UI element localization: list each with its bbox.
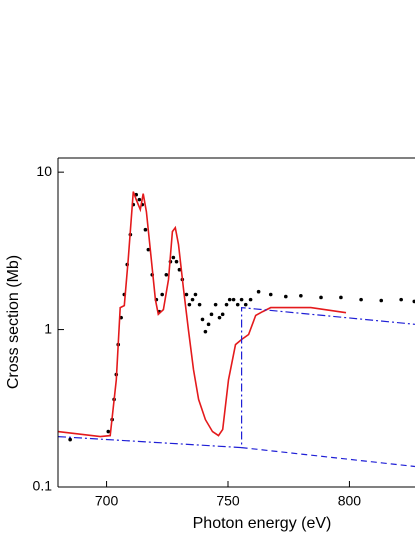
data-point	[256, 289, 261, 294]
plot-area	[58, 191, 415, 468]
data-point	[206, 322, 211, 327]
data-point	[235, 302, 240, 307]
data-point	[143, 227, 148, 232]
y-axis-label: Cross section (Mb)	[5, 255, 22, 389]
data-point	[284, 294, 288, 299]
data-point	[203, 329, 208, 334]
data-point	[164, 272, 169, 277]
data-point	[184, 292, 189, 297]
data-point	[137, 197, 142, 202]
data-point	[399, 297, 403, 302]
data-point	[171, 255, 176, 260]
data-point	[231, 297, 236, 302]
series-line	[58, 191, 347, 438]
data-point	[160, 292, 164, 297]
y-tick-label: 0.1	[33, 478, 53, 494]
series-line	[241, 447, 415, 468]
data-point	[359, 297, 363, 302]
data-point	[193, 292, 198, 297]
data-point	[379, 298, 384, 303]
data-point	[200, 317, 205, 322]
x-tick-label: 750	[216, 493, 240, 509]
data-point	[412, 299, 415, 304]
x-axis-label: Photon energy (eV)	[193, 515, 332, 532]
x-tick-label: 800	[338, 493, 362, 509]
data-point	[220, 312, 225, 317]
data-point	[187, 302, 192, 307]
data-point	[197, 302, 202, 307]
x-tick-label: 700	[95, 493, 119, 509]
y-tick-label: 10	[36, 163, 52, 179]
data-point	[268, 292, 273, 297]
data-point	[319, 295, 323, 300]
data-point	[213, 302, 218, 307]
data-point	[217, 315, 222, 320]
series-line	[58, 306, 415, 449]
data-point	[146, 247, 151, 252]
data-point	[106, 429, 111, 434]
data-point	[174, 259, 179, 264]
data-point	[224, 302, 229, 307]
data-point	[68, 437, 72, 442]
data-point	[227, 297, 232, 302]
y-tick-label: 1	[44, 320, 52, 336]
data-point	[299, 293, 303, 298]
data-point	[239, 297, 244, 302]
data-point	[177, 267, 182, 272]
data-point	[209, 312, 214, 317]
data-point	[248, 297, 253, 302]
data-point	[190, 297, 195, 302]
data-point	[339, 295, 343, 300]
data-point	[243, 302, 248, 307]
